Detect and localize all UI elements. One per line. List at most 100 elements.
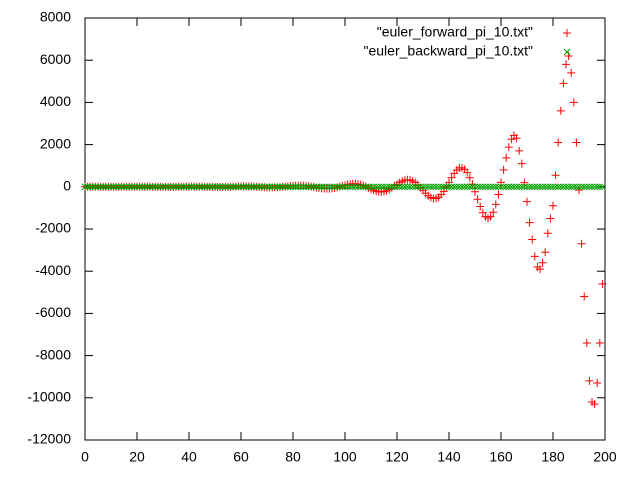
legend-label: "euler_backward_pi_10.txt" bbox=[364, 43, 534, 59]
data-point bbox=[567, 68, 576, 77]
data-point bbox=[422, 183, 429, 191]
data-point bbox=[487, 183, 494, 191]
data-point bbox=[331, 183, 338, 191]
data-point bbox=[447, 173, 456, 182]
data-point bbox=[586, 183, 593, 191]
data-point bbox=[248, 183, 255, 191]
data-point bbox=[398, 183, 406, 191]
data-point bbox=[128, 183, 136, 191]
x-tick-label: 120 bbox=[385, 449, 409, 465]
data-point bbox=[549, 201, 557, 210]
data-point bbox=[203, 183, 211, 191]
data-point bbox=[245, 183, 253, 191]
y-tick-label: 2000 bbox=[40, 135, 71, 151]
data-point bbox=[297, 183, 305, 191]
data-point bbox=[491, 200, 500, 209]
data-point bbox=[500, 183, 507, 191]
data-point bbox=[105, 183, 112, 191]
legend-label: "euler_forward_pi_10.txt" bbox=[377, 24, 533, 40]
data-point bbox=[216, 183, 224, 191]
data-point bbox=[432, 183, 440, 191]
data-point bbox=[372, 183, 380, 191]
data-point bbox=[110, 183, 117, 191]
data-point bbox=[424, 183, 432, 191]
data-point bbox=[162, 183, 169, 191]
data-point bbox=[570, 183, 578, 191]
data-point bbox=[258, 183, 266, 191]
data-point bbox=[367, 183, 375, 191]
data-point bbox=[510, 183, 518, 191]
data-point bbox=[430, 183, 437, 191]
data-point bbox=[255, 183, 263, 191]
data-point bbox=[107, 183, 115, 191]
data-point bbox=[569, 98, 578, 107]
data-point bbox=[276, 183, 284, 191]
data-point bbox=[518, 183, 526, 191]
data-point bbox=[536, 265, 544, 274]
data-point bbox=[528, 235, 537, 244]
data-point bbox=[404, 183, 411, 191]
data-point bbox=[206, 183, 214, 191]
data-point bbox=[183, 183, 190, 191]
data-point bbox=[227, 183, 234, 191]
data-point bbox=[224, 183, 232, 191]
data-point bbox=[219, 183, 227, 191]
data-point bbox=[575, 183, 583, 191]
data-point bbox=[492, 183, 500, 191]
data-point bbox=[486, 212, 495, 221]
data-point bbox=[391, 183, 398, 191]
data-point bbox=[580, 183, 588, 191]
data-point bbox=[513, 183, 520, 191]
data-point bbox=[157, 183, 164, 191]
y-tick-label: -2000 bbox=[35, 220, 71, 236]
data-point bbox=[549, 183, 557, 191]
data-point bbox=[541, 248, 550, 257]
data-point bbox=[505, 183, 513, 191]
data-point bbox=[120, 183, 128, 191]
data-point bbox=[523, 197, 531, 206]
data-point bbox=[172, 183, 180, 191]
y-tick-label: -4000 bbox=[35, 262, 71, 278]
data-point bbox=[94, 183, 102, 191]
data-point bbox=[445, 183, 453, 191]
data-point bbox=[565, 183, 572, 191]
data-point bbox=[344, 183, 351, 191]
data-point bbox=[443, 183, 450, 191]
data-point bbox=[520, 178, 529, 187]
data-point bbox=[154, 183, 162, 191]
data-point bbox=[320, 183, 328, 191]
data-point bbox=[461, 183, 468, 191]
data-point bbox=[349, 183, 357, 191]
x-tick-label: 100 bbox=[333, 449, 357, 465]
data-point bbox=[557, 183, 565, 191]
data-point bbox=[326, 183, 333, 191]
data-point bbox=[263, 183, 271, 191]
data-point bbox=[131, 183, 138, 191]
data-point bbox=[281, 183, 289, 191]
legend-marker bbox=[563, 48, 571, 56]
data-point bbox=[159, 183, 167, 191]
data-point bbox=[539, 183, 546, 191]
data-point bbox=[409, 183, 416, 191]
data-point bbox=[318, 183, 325, 191]
data-point bbox=[417, 183, 424, 191]
data-point bbox=[525, 218, 534, 227]
data-point bbox=[476, 202, 485, 211]
data-point bbox=[97, 183, 104, 191]
y-tick-label: -8000 bbox=[35, 346, 71, 362]
data-point bbox=[323, 183, 331, 191]
data-point bbox=[552, 183, 559, 191]
data-point bbox=[596, 183, 604, 191]
data-point bbox=[310, 183, 318, 191]
data-point bbox=[346, 183, 354, 191]
data-point bbox=[133, 183, 141, 191]
data-point bbox=[307, 183, 315, 191]
data-point bbox=[577, 239, 586, 248]
data-point bbox=[547, 183, 554, 191]
data-point bbox=[396, 183, 403, 191]
data-point bbox=[287, 183, 294, 191]
data-point bbox=[515, 183, 523, 191]
data-point bbox=[508, 183, 515, 191]
data-point bbox=[339, 183, 346, 191]
data-point bbox=[567, 183, 575, 191]
